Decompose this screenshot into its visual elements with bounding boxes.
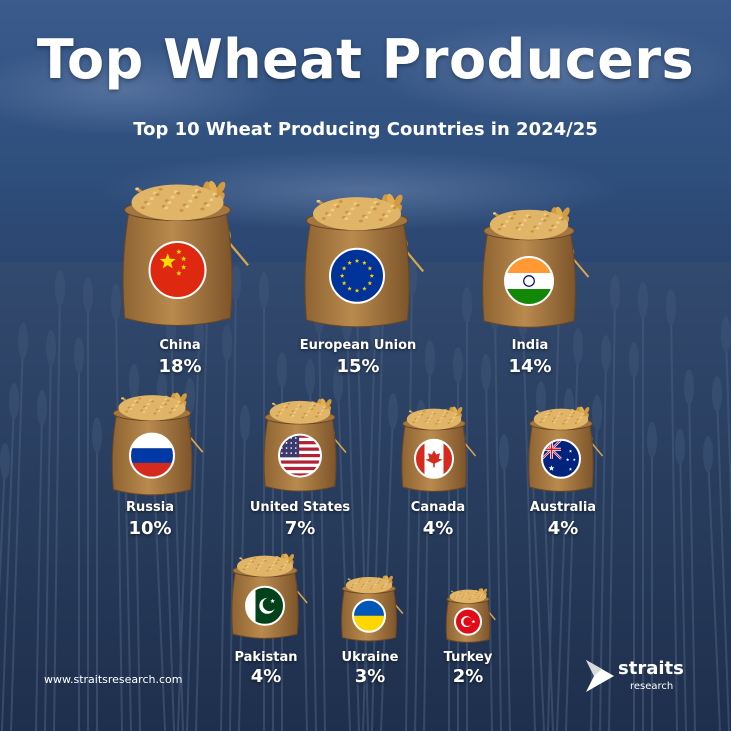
share-value-label: 4% (547, 518, 579, 539)
share-value-label: 10% (128, 518, 172, 539)
straits-logo-icon (586, 660, 614, 692)
china-flag (149, 242, 206, 298)
wheat-sack-mark (231, 553, 308, 639)
ukraine-flag (353, 599, 385, 632)
wheat-sack-mark (304, 193, 425, 328)
wheat-sack-mark (482, 206, 590, 328)
share-value-label: 7% (284, 518, 316, 539)
share-value-label: 14% (508, 356, 552, 377)
country-label: Pakistan (234, 650, 298, 665)
website-link[interactable]: www.straitsresearch.com (44, 673, 183, 686)
country-label: India (511, 338, 549, 353)
country-label: European Union (299, 338, 417, 353)
country-label: United States (249, 500, 351, 515)
share-value-label: 3% (354, 666, 386, 687)
straits-logo: straits research (584, 656, 704, 698)
usa-flag (279, 434, 321, 477)
page-subtitle: Top 10 Wheat Producing Countries in 2024… (133, 119, 598, 140)
share-value-label: 4% (422, 518, 454, 539)
logo-subtitle: research (630, 681, 674, 692)
canada-flag (415, 439, 453, 478)
wheat-sack-mark (111, 392, 204, 496)
country-label: Canada (410, 500, 466, 515)
country-label: Australia (529, 500, 597, 515)
share-value-label: 18% (158, 356, 202, 377)
country-label: Ukraine (341, 650, 399, 665)
wheat-sack-mark (122, 180, 249, 326)
page-title: Top Wheat Producers (36, 28, 695, 91)
wheat-sack-mark (263, 398, 347, 492)
country-label: Russia (126, 500, 174, 515)
country-label: China (159, 338, 201, 353)
wheat-sack-mark (445, 588, 496, 643)
wheat-sack-mark (528, 406, 604, 492)
eu-flag (330, 248, 384, 303)
logo-wordmark: straits (618, 658, 684, 679)
country-label: Turkey (443, 650, 493, 665)
share-value-label: 4% (250, 666, 282, 687)
pakistan-flag (246, 586, 284, 625)
share-value-label: 2% (452, 666, 484, 687)
wheat-sack-mark (401, 406, 477, 492)
share-value-label: 15% (336, 356, 380, 377)
wheat-sack-mark (341, 575, 404, 642)
